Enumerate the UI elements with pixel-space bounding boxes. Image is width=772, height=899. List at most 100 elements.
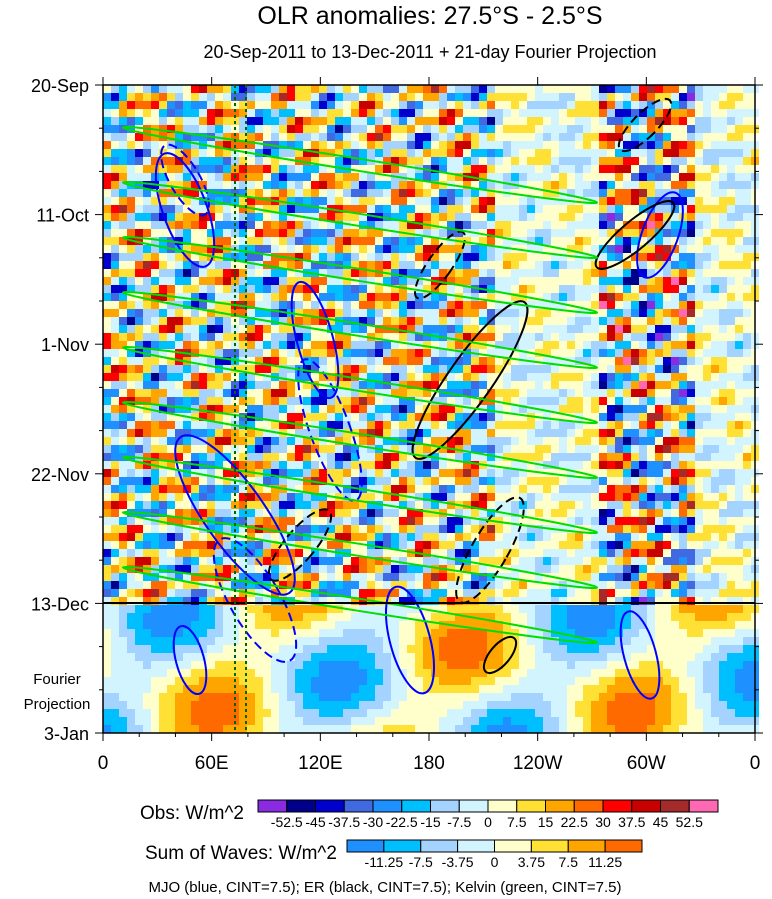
- field-cell: [167, 365, 175, 373]
- field-cell: [271, 277, 279, 285]
- field-cell: [111, 573, 119, 581]
- field-cell: [407, 485, 415, 493]
- field-cell: [295, 637, 303, 645]
- field-cell: [447, 517, 455, 525]
- field-cell: [687, 173, 695, 181]
- field-cell: [191, 637, 199, 645]
- field-cell: [103, 341, 111, 349]
- field-cell: [295, 277, 303, 285]
- field-cell: [511, 629, 519, 637]
- field-cell: [447, 341, 455, 349]
- field-cell: [735, 557, 743, 565]
- field-cell: [439, 365, 447, 373]
- field-cell: [351, 405, 359, 413]
- field-cell: [415, 269, 423, 277]
- field-cell: [479, 413, 487, 421]
- field-cell: [535, 373, 543, 381]
- field-cell: [727, 117, 735, 125]
- field-cell: [431, 301, 439, 309]
- field-cell: [599, 221, 607, 229]
- field-cell: [383, 589, 391, 597]
- field-cell: [687, 525, 695, 533]
- field-cell: [463, 381, 471, 389]
- field-cell: [567, 325, 575, 333]
- field-cell: [639, 341, 647, 349]
- field-cell: [279, 573, 287, 581]
- field-cell: [151, 493, 159, 501]
- field-cell: [663, 309, 671, 317]
- field-cell: [239, 237, 247, 245]
- field-cell: [263, 277, 271, 285]
- field-cell: [375, 133, 383, 141]
- field-cell: [479, 509, 487, 517]
- field-cell: [567, 213, 575, 221]
- field-cell: [463, 589, 471, 597]
- field-cell: [143, 477, 151, 485]
- field-cell: [647, 357, 655, 365]
- field-cell: [223, 621, 231, 629]
- field-cell: [623, 101, 631, 109]
- field-cell: [431, 101, 439, 109]
- field-cell: [535, 197, 543, 205]
- field-cell: [119, 213, 127, 221]
- field-cell: [399, 237, 407, 245]
- field-cell: [455, 261, 463, 269]
- field-cell: [471, 549, 479, 557]
- field-cell: [319, 85, 327, 93]
- field-cell: [719, 149, 727, 157]
- field-cell: [535, 613, 543, 621]
- field-cell: [527, 453, 535, 461]
- field-cell: [535, 493, 543, 501]
- field-cell: [375, 141, 383, 149]
- field-cell: [647, 293, 655, 301]
- field-cell: [271, 397, 279, 405]
- field-cell: [607, 189, 615, 197]
- field-cell: [207, 413, 215, 421]
- field-cell: [439, 501, 447, 509]
- field-cell: [743, 237, 751, 245]
- field-cell: [239, 101, 247, 109]
- field-cell: [351, 205, 359, 213]
- field-cell: [695, 493, 703, 501]
- field-cell: [479, 117, 487, 125]
- field-cell: [479, 141, 487, 149]
- field-cell: [487, 405, 495, 413]
- field-cell: [167, 621, 175, 629]
- field-cell: [471, 645, 479, 653]
- field-cell: [679, 589, 687, 597]
- field-cell: [687, 133, 695, 141]
- field-cell: [535, 389, 543, 397]
- field-cell: [503, 501, 511, 509]
- field-cell: [455, 597, 463, 605]
- field-cell: [255, 573, 263, 581]
- field-cell: [471, 629, 479, 637]
- field-cell: [407, 349, 415, 357]
- field-cell: [303, 525, 311, 533]
- field-cell: [439, 485, 447, 493]
- field-cell: [591, 285, 599, 293]
- field-cell: [567, 461, 575, 469]
- field-cell: [127, 125, 135, 133]
- field-cell: [479, 85, 487, 93]
- field-cell: [623, 397, 631, 405]
- field-cell: [375, 285, 383, 293]
- field-cell: [423, 589, 431, 597]
- field-cell: [359, 629, 367, 637]
- field-cell: [519, 525, 527, 533]
- field-cell: [687, 613, 695, 621]
- field-cell: [135, 525, 143, 533]
- field-cell: [663, 333, 671, 341]
- field-cell: [375, 85, 383, 93]
- field-cell: [343, 141, 351, 149]
- field-cell: [607, 605, 615, 613]
- field-cell: [159, 93, 167, 101]
- field-cell: [487, 389, 495, 397]
- field-cell: [463, 565, 471, 573]
- field-cell: [159, 293, 167, 301]
- field-cell: [727, 597, 735, 605]
- field-cell: [415, 541, 423, 549]
- field-cell: [623, 645, 631, 653]
- field-cell: [519, 141, 527, 149]
- field-cell: [287, 181, 295, 189]
- field-cell: [375, 621, 383, 629]
